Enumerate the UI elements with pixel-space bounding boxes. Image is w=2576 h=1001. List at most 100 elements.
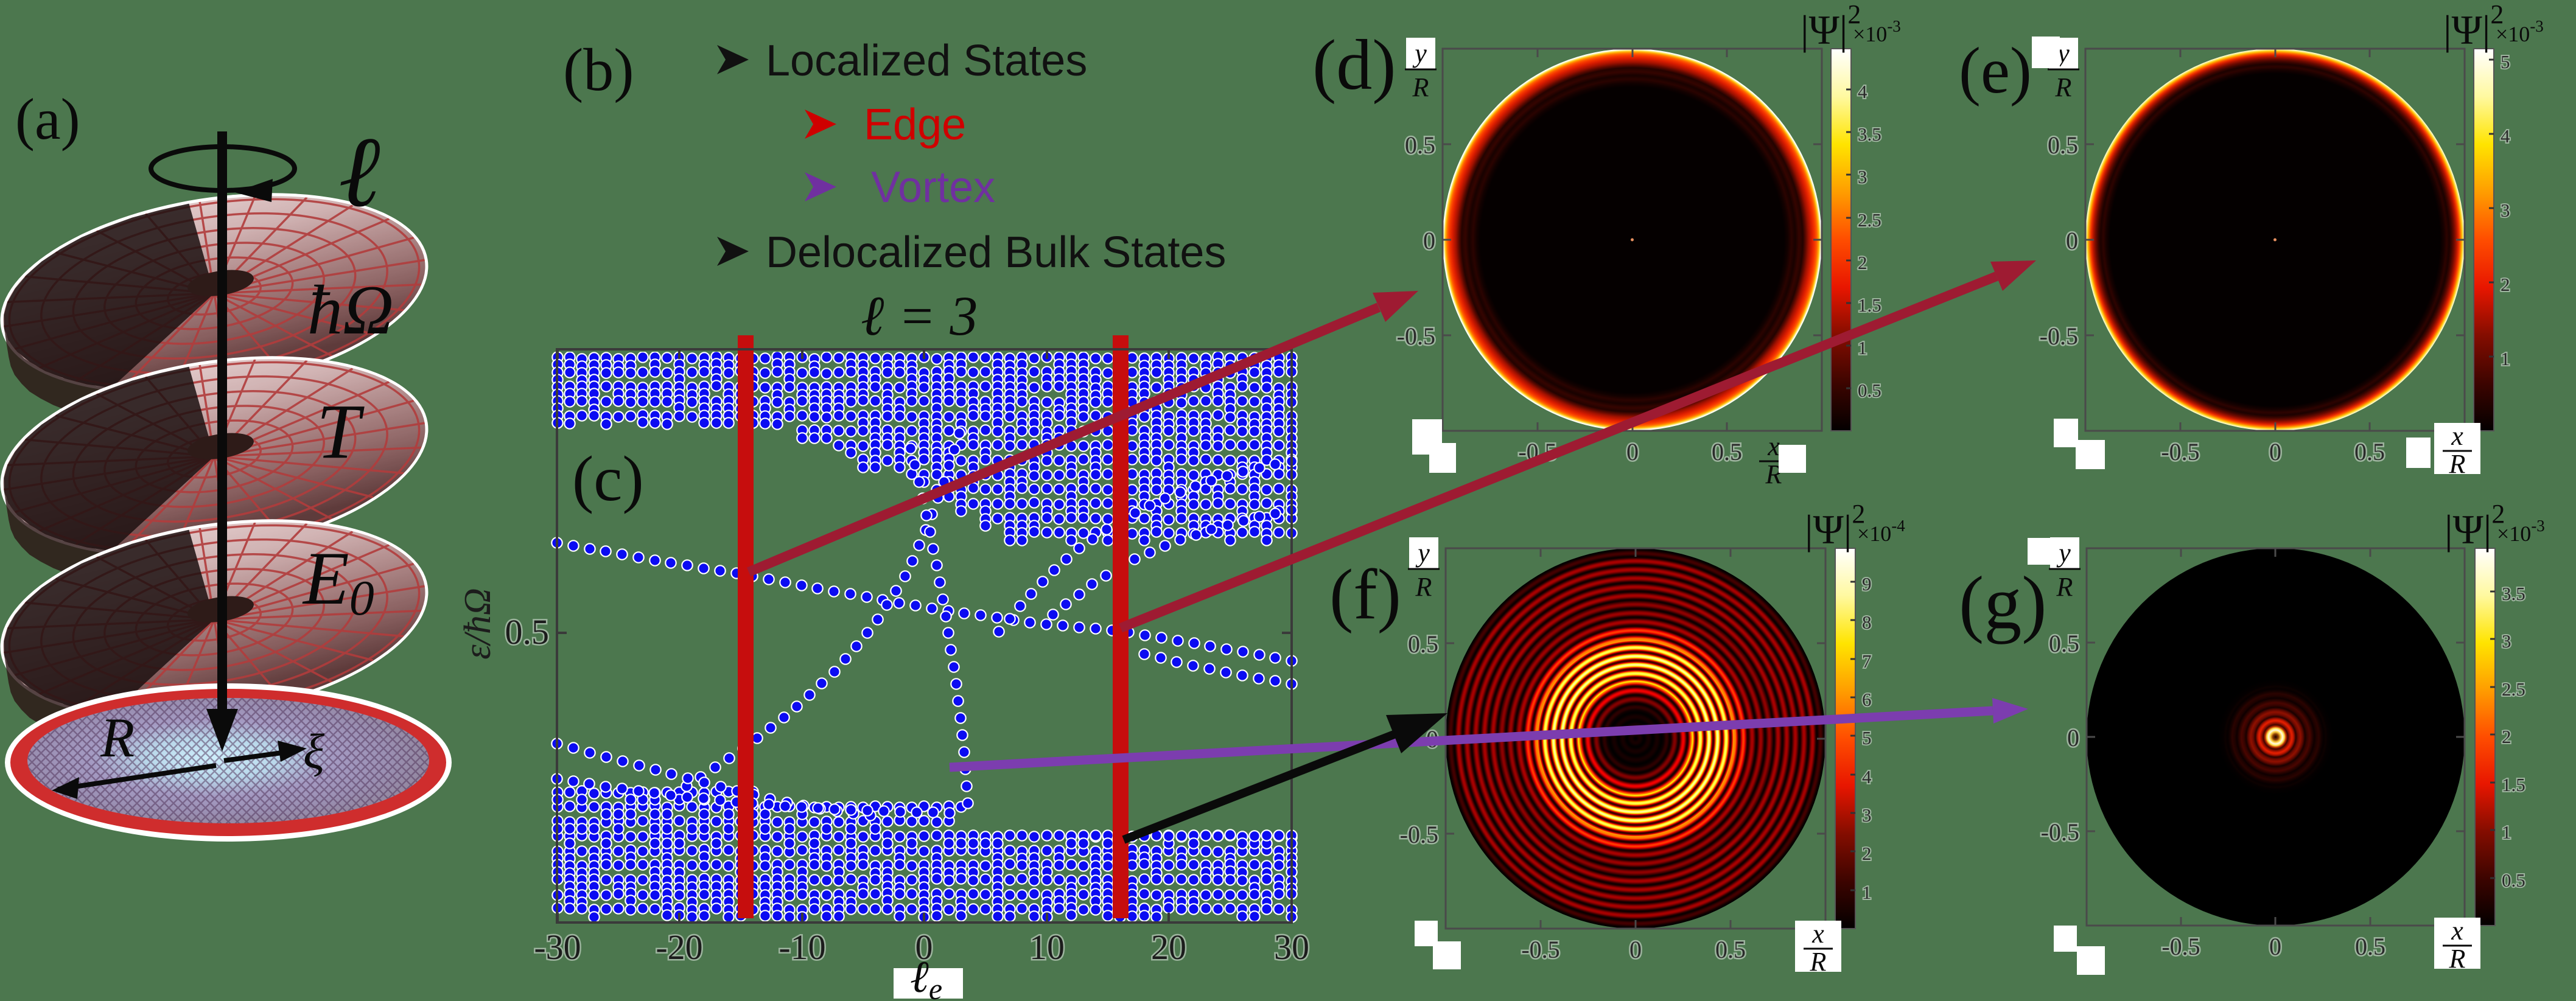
svg-text:|Ψ|2: |Ψ|2	[1801, 0, 1861, 53]
svg-text:1.5: 1.5	[2502, 774, 2525, 795]
svg-text:(e): (e)	[1959, 35, 2032, 107]
svg-text:×10-3: ×10-3	[2496, 17, 2544, 46]
svg-text:1: 1	[2502, 821, 2511, 843]
svg-text:-20: -20	[656, 927, 702, 967]
svg-text:ε/ħΩ: ε/ħΩ	[457, 588, 499, 660]
svg-text:9: 9	[1862, 573, 1872, 595]
svg-text:0: 0	[2066, 227, 2078, 254]
svg-text:R: R	[2055, 72, 2072, 102]
svg-text:3: 3	[1862, 804, 1872, 826]
svg-text:×10-3: ×10-3	[2497, 517, 2545, 546]
svg-text:(d): (d)	[1312, 25, 1396, 105]
svg-text:6: 6	[1862, 689, 1872, 710]
svg-text:3.5: 3.5	[2502, 583, 2525, 604]
svg-text:1: 1	[2501, 348, 2510, 369]
svg-text:5: 5	[1862, 727, 1872, 748]
svg-text:4: 4	[1858, 81, 1867, 102]
svg-text:0.5: 0.5	[2502, 870, 2525, 891]
svg-text:2: 2	[1858, 252, 1867, 273]
svg-text:y: y	[1412, 38, 1427, 68]
svg-text:x: x	[1767, 431, 1780, 461]
svg-text:2: 2	[2502, 726, 2511, 747]
svg-text:(b): (b)	[563, 36, 634, 103]
svg-text:2: 2	[1858, 252, 1867, 273]
svg-text:4: 4	[2501, 125, 2510, 147]
svg-text:0.5: 0.5	[2048, 131, 2078, 159]
svg-text:6: 6	[1862, 689, 1872, 710]
svg-text:0: 0	[1629, 936, 1642, 963]
svg-text:0.5: 0.5	[1405, 131, 1435, 159]
svg-text:3: 3	[2501, 200, 2510, 221]
svg-text:0.5: 0.5	[1405, 131, 1435, 159]
svg-text:4: 4	[1862, 766, 1872, 787]
svg-text:5: 5	[1862, 727, 1872, 748]
svg-text:9: 9	[1862, 573, 1872, 595]
svg-text:5: 5	[2501, 51, 2510, 72]
svg-text:3: 3	[1858, 166, 1867, 187]
svg-text:-0.5: -0.5	[2161, 933, 2200, 960]
svg-text:1: 1	[2502, 821, 2511, 843]
svg-text:R: R	[2449, 944, 2466, 974]
svg-text:2: 2	[1862, 843, 1872, 864]
svg-text:3.5: 3.5	[2502, 583, 2525, 604]
svg-text:4: 4	[1862, 766, 1872, 787]
svg-text:0: 0	[915, 927, 933, 967]
svg-text:1.5: 1.5	[2502, 774, 2525, 795]
svg-text:-0.5: -0.5	[1400, 821, 1438, 848]
svg-text:0: 0	[2269, 933, 2281, 960]
svg-text:0: 0	[915, 927, 933, 967]
svg-text:0.5: 0.5	[2049, 630, 2079, 657]
svg-text:3: 3	[2502, 630, 2511, 652]
svg-text:R: R	[1415, 572, 1432, 602]
svg-text:0.5: 0.5	[1408, 630, 1438, 658]
svg-text:-10: -10	[779, 927, 825, 967]
svg-text:0: 0	[1423, 227, 1435, 254]
svg-text:-0.5: -0.5	[1521, 936, 1559, 963]
svg-text:-0.5: -0.5	[2161, 438, 2199, 466]
svg-text:-20: -20	[656, 927, 702, 967]
svg-text:2: 2	[1862, 843, 1872, 864]
svg-text:0.5: 0.5	[1712, 438, 1742, 466]
svg-text:0.5: 0.5	[2355, 933, 2385, 960]
svg-text:y: y	[1415, 538, 1430, 568]
svg-text:20: 20	[1151, 927, 1186, 967]
svg-text:4: 4	[2501, 125, 2510, 147]
svg-text:ħΩ: ħΩ	[307, 271, 394, 349]
svg-text:0: 0	[1626, 438, 1639, 466]
svg-text:2.5: 2.5	[2502, 678, 2525, 700]
svg-text:1.5: 1.5	[1858, 295, 1881, 316]
svg-text:1: 1	[1858, 337, 1867, 358]
svg-text:0.5: 0.5	[2048, 131, 2078, 159]
svg-text:10: 10	[1029, 927, 1065, 967]
svg-text:-0.5: -0.5	[2041, 818, 2079, 846]
svg-text:-0.5: -0.5	[2040, 323, 2078, 350]
svg-text:Edge: Edge	[864, 100, 966, 149]
svg-text:0: 0	[1629, 936, 1642, 963]
svg-text:0.5: 0.5	[1858, 380, 1881, 401]
svg-text:0.5: 0.5	[1715, 936, 1746, 963]
svg-text:y: y	[2056, 538, 2071, 568]
svg-text:-0.5: -0.5	[2161, 933, 2200, 960]
svg-text:1: 1	[2501, 348, 2510, 369]
svg-text:0: 0	[1423, 227, 1435, 254]
svg-text:(c): (c)	[572, 443, 644, 514]
svg-text:1: 1	[1858, 337, 1867, 358]
svg-text:8: 8	[1862, 612, 1872, 633]
svg-text:Delocalized Bulk States: Delocalized Bulk States	[766, 228, 1226, 277]
svg-text:2.5: 2.5	[1858, 209, 1881, 231]
svg-text:T: T	[317, 388, 365, 475]
svg-text:R: R	[100, 706, 135, 769]
svg-text:8: 8	[1862, 612, 1872, 633]
svg-text:ℓ = 3: ℓ = 3	[861, 285, 978, 347]
svg-text:(g): (g)	[1959, 561, 2047, 644]
svg-text:3: 3	[2501, 200, 2510, 221]
svg-text:-0.5: -0.5	[1400, 821, 1438, 848]
svg-text:0.5: 0.5	[2049, 630, 2079, 657]
svg-text:×10-4: ×10-4	[1857, 517, 1905, 546]
svg-text:x: x	[2451, 421, 2463, 451]
svg-text:ℓ: ℓ	[338, 116, 380, 228]
svg-text:R: R	[2056, 572, 2073, 602]
svg-text:(f): (f)	[1329, 554, 1401, 634]
svg-text:Vortex: Vortex	[871, 163, 995, 212]
svg-text:0: 0	[2067, 724, 2079, 752]
